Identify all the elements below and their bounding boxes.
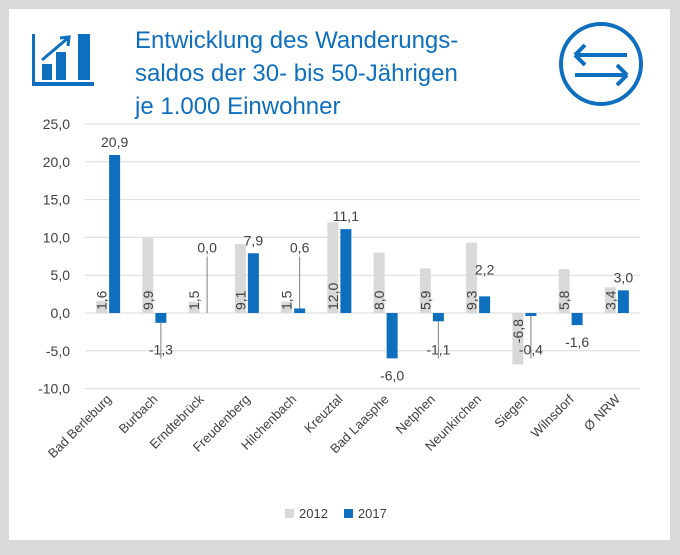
x-tick-label: Bad Berleburg [45, 392, 114, 461]
legend: 2012 2017 [285, 506, 387, 521]
y-tick-label: 5,0 [51, 267, 71, 283]
bar-2012 [466, 242, 478, 313]
bar-2017 [525, 313, 537, 317]
y-tick-label: 20,0 [43, 154, 70, 170]
data-label-2012: 12,0 [325, 283, 341, 310]
y-tick-label: 25,0 [43, 116, 70, 132]
data-label-2017: -1,1 [426, 342, 450, 358]
bar-chart-growth-icon [32, 34, 94, 86]
bar-2017 [340, 229, 352, 313]
bar-2017 [617, 290, 629, 313]
legend-swatch [285, 509, 294, 518]
legend-swatch [343, 509, 353, 518]
bar-2017 [109, 154, 121, 313]
data-label-2017: 0,0 [197, 240, 217, 256]
y-tick-label: -5,0 [46, 343, 70, 359]
bar-2017 [294, 308, 306, 313]
x-tick-label: Wilnsdorf [528, 391, 577, 440]
bar-2017 [386, 313, 398, 359]
data-label-2012: 1,5 [279, 290, 295, 310]
data-label-2012: 1,6 [94, 290, 110, 310]
data-label-2012: 9,3 [464, 290, 480, 310]
x-tick-label: Siegen [491, 392, 530, 431]
title-line: je 1.000 Einwohner [135, 93, 341, 120]
y-tick-label: 10,0 [43, 229, 70, 245]
y-tick-label: 15,0 [43, 192, 70, 208]
bar-2012 [327, 222, 339, 313]
title-line: Entwicklung des Wanderungs- [135, 27, 459, 54]
bar-2017 [247, 253, 259, 313]
data-label-2017: 11,1 [333, 208, 359, 224]
data-label-2012: 3,4 [602, 290, 618, 310]
bar-2012 [373, 252, 385, 313]
data-label-2017: -0,4 [519, 342, 543, 358]
bar-2012 [512, 313, 524, 365]
legend-label: 2012 [299, 506, 328, 521]
swap-arrows-icon [559, 22, 643, 106]
y-tick-label: -10,0 [38, 381, 70, 397]
data-label-2017: 20,9 [101, 134, 128, 150]
bar-2017 [571, 313, 583, 326]
x-tick-label: Ø NRW [581, 391, 624, 434]
data-label-2017: 0,6 [290, 240, 310, 256]
data-label-2017: 7,9 [244, 232, 264, 248]
x-tick-label: Netphen [393, 392, 438, 437]
data-label-2017: 3,0 [614, 269, 634, 285]
legend-item-2012: 2012 [285, 506, 328, 521]
data-label-2017: -1,6 [565, 334, 589, 350]
bar-2012 [142, 238, 154, 313]
data-label-2017: -6,0 [380, 367, 404, 383]
data-label-2012: -6,8 [510, 319, 526, 343]
data-label-2017: -1,3 [149, 342, 173, 358]
bar-2012 [188, 301, 200, 313]
data-label-2012: 8,0 [371, 290, 387, 310]
bar-2012 [96, 300, 108, 313]
bar-2012 [281, 301, 293, 313]
chart-title: Entwicklung des Wanderungs- saldos der 3… [135, 24, 535, 123]
data-label-2012: 5,8 [556, 290, 572, 310]
data-label-2012: 1,5 [186, 290, 202, 310]
bar-2012 [604, 287, 616, 313]
x-tick-label: Burbach [116, 392, 161, 437]
legend-item-2017: 2017 [343, 506, 387, 521]
bar-2012 [419, 268, 431, 313]
bar-2012 [558, 269, 570, 313]
data-label-2012: 5,9 [417, 290, 433, 310]
bar-2017 [155, 313, 167, 323]
data-label-2012: 9,9 [140, 290, 156, 310]
bar-2017 [432, 313, 444, 322]
data-label-2012: 9,1 [232, 290, 248, 310]
data-label-2017: 2,2 [475, 261, 495, 277]
legend-label: 2017 [357, 506, 387, 521]
y-tick-label: 0,0 [51, 305, 71, 321]
bar-2017 [479, 296, 491, 313]
x-tick-label: Kreuztal [301, 391, 345, 435]
bar-2012 [234, 244, 246, 313]
title-line: saldos der 30- bis 50-Jährigen [135, 60, 458, 87]
